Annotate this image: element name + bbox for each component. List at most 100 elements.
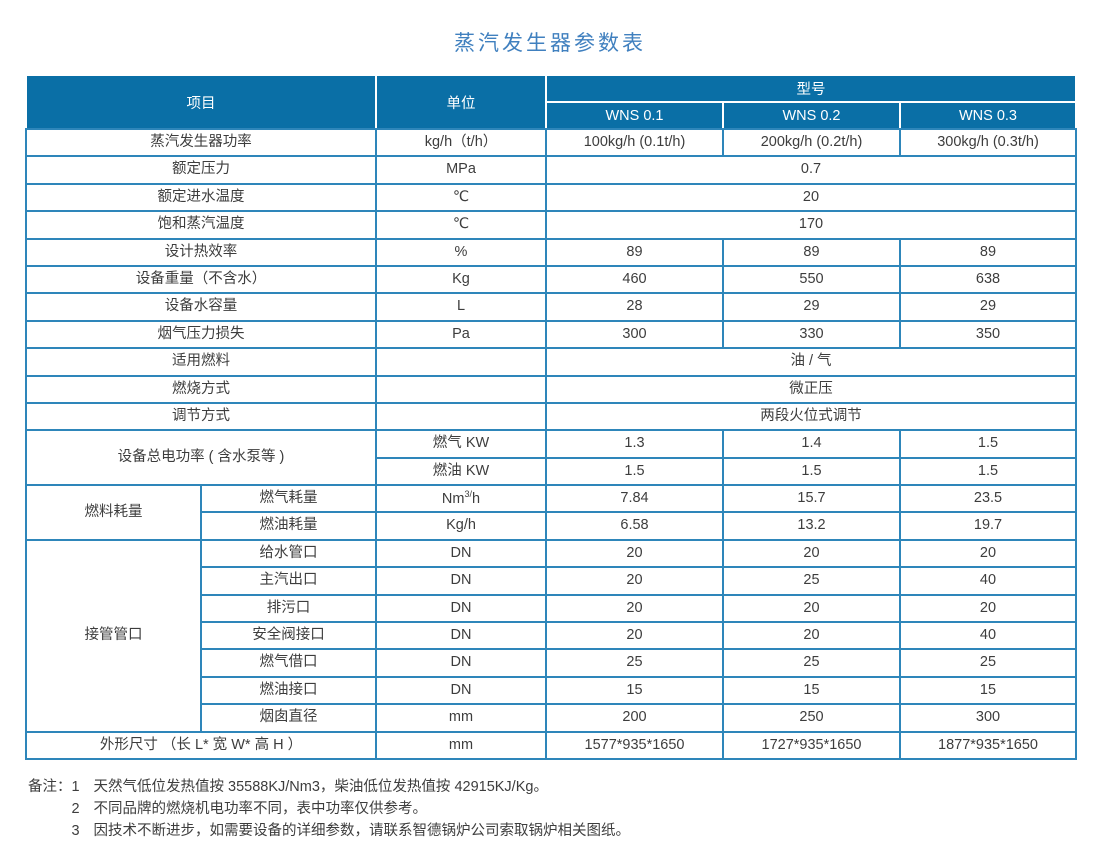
table-row: 额定进水温度 ℃ 20 [25,182,1077,213]
table-row: 主汽出口 DN 20 25 40 [26,566,1077,596]
notes-label: 备注： [28,778,72,795]
item-cell: 蒸汽发生器功率 [25,127,377,158]
table-row: 燃烧方式 微正压 [25,374,1077,404]
table-row: 外形尺寸 （长 L* 宽 W* 高 H ） mm 1577*935*1650 1727… [25,730,1077,760]
value-cell: 25 [722,648,901,678]
item-cell: 设备水容量 [25,292,377,322]
table-row: 烟囱直径 mm 200 250 300 [26,703,1077,733]
sub-item-cell: 烟囱直径 [200,703,377,733]
value-cell: 20 [545,566,724,596]
table-row: 设计热效率% 89 89 89 [25,237,1077,267]
unit-cell: DN [375,648,547,678]
sub-item-cell: 燃油接口 [200,675,377,706]
value-cell: 25 [899,648,1077,678]
item-cell: 设备重量（不含水） [25,264,377,295]
unit-cell: DN [375,593,547,624]
value-cell: 89 [899,237,1077,267]
value-cell: 20 [722,593,901,624]
value-cell: 200 [545,703,724,733]
item-cell: 额定压力 [25,155,377,185]
value-cell: 20 [899,593,1077,624]
table-row: 设备水容量 L 28 29 29 [25,292,1077,322]
unit-cell [375,374,547,404]
col-header-model-wns03: WNS 0.3 [899,101,1077,130]
table-row: 燃气借口 DN 25 25 25 [26,648,1077,678]
unit-cell: mm [375,730,547,760]
unit-cell: L [375,292,547,322]
note-item: 2 不同品牌的燃烧机电功率不同，表中功率仅供参考。 [72,798,631,820]
merged-value-cell: 170 [545,210,1077,240]
param-table-body: 蒸汽发生器功率 kg/h（t/h） 100kg/h (0.1t/h) 200kg/h … [25,127,1077,760]
item-cell: 额定进水温度 [25,182,377,213]
value-cell: 1.3 [545,429,724,459]
col-header-model-wns01: WNS 0.1 [545,101,724,130]
item-cell: 设备总电功率 ( 含水泵等 ) [25,429,377,487]
value-cell: 20 [545,621,724,651]
value-cell: 13.2 [722,511,901,541]
unit-cell: mm [375,703,547,733]
value-cell: 20 [722,621,901,651]
unit-cell: Nm3/h [375,484,547,514]
unit-cell: ℃ [375,210,547,240]
table-row: 燃料耗量 燃气耗量 Nm3/h 7.84 15.7 23.5 [25,484,1077,541]
sub-item-cell: 燃气耗量 [200,484,377,514]
item-cell: 烟气压力损失 [25,319,377,350]
merged-value-cell: 微正压 [545,374,1077,404]
item-cell: 外形尺寸 （长 L* 宽 W* 高 H ） [25,730,377,760]
unit-cell: Pa [375,319,547,350]
value-cell: 20 [722,538,901,569]
note-text: 天然气低位发热值按 35588KJ/Nm3，柴油低位发热值按 42915KJ/K… [93,778,548,795]
table-row: 燃油 KW 1.5 1.5 1.5 [26,456,1077,487]
value-cell: 1727*935*1650 [722,730,901,760]
sub-item-cell: 安全阀接口 [200,621,377,651]
note-item: 1 天然气低位发热值按 35588KJ/Nm3，柴油低位发热值按 42915KJ… [72,776,631,798]
value-cell: 1.5 [722,456,901,487]
table-row: 安全阀接口 DN 20 20 40 [26,621,1077,651]
header-row-2: WNS 0.1 WNS 0.2 WNS 0.3 [26,101,1077,130]
value-cell: 25 [545,648,724,678]
sub-item-cell: 排污口 [200,593,377,624]
table-row: 燃油接口 DN 15 15 15 [26,675,1077,706]
value-cell: 200kg/h (0.2t/h) [722,127,901,158]
item-cell: 燃烧方式 [25,374,377,404]
sub-item-cell: 主汽出口 [200,566,377,596]
col-header-model-group: 型号 [545,74,1077,103]
group-cell: 燃料耗量 [25,484,202,541]
value-cell: 20 [545,538,724,569]
value-cell: 1.5 [545,456,724,487]
merged-value-cell: 20 [545,182,1077,213]
note-number: 3 [71,822,80,839]
value-cell: 460 [545,264,724,295]
value-cell: 300 [545,319,724,350]
unit-cell: 燃气 KW [375,429,547,459]
item-cell: 适用燃料 [25,347,377,377]
note-number: 2 [71,800,80,817]
note-number: 1 [71,778,80,795]
value-cell: 40 [899,566,1077,596]
value-cell: 1.4 [722,429,901,459]
value-cell: 29 [899,292,1077,322]
table-row: 设备总电功率 ( 含水泵等 ) 燃气 KW 1.3 1.4 1.5 [25,429,1077,487]
table-row: 烟气压力损失 Pa 300 330 350 [25,319,1077,350]
sub-item-cell: 燃油耗量 [200,511,377,541]
value-cell: 100kg/h (0.1t/h) [545,127,724,158]
value-cell: 638 [899,264,1077,295]
table-row: 适用燃料 油 / 气 [25,347,1077,377]
note-item: 3 因技术不断进步，如需要设备的详细参数，请联系智德锅炉公司索取锅炉相关图纸。 [72,820,631,842]
unit-cell [375,347,547,377]
value-cell: 19.7 [899,511,1077,541]
value-cell: 20 [899,538,1077,569]
unit-cell: ℃ [375,182,547,213]
value-cell: 28 [545,292,724,322]
value-cell: 250 [722,703,901,733]
unit-cell: 燃油 KW [375,456,547,487]
unit-cell: DN [375,621,547,651]
unit-cell: DN [375,566,547,596]
note-text: 不同品牌的燃烧机电功率不同，表中功率仅供参考。 [93,800,428,817]
table-row: 燃油耗量 Kg/h 6.58 13.2 19.7 [26,511,1077,541]
item-cell: 调节方式 [25,401,377,432]
table-row: 接管管口 给水管口 DN 20 20 20 [25,538,1077,733]
table-row: 蒸汽发生器功率 kg/h（t/h） 100kg/h (0.1t/h) 200kg/h … [25,127,1077,158]
merged-value-cell: 油 / 气 [545,347,1077,377]
value-cell: 7.84 [545,484,724,514]
